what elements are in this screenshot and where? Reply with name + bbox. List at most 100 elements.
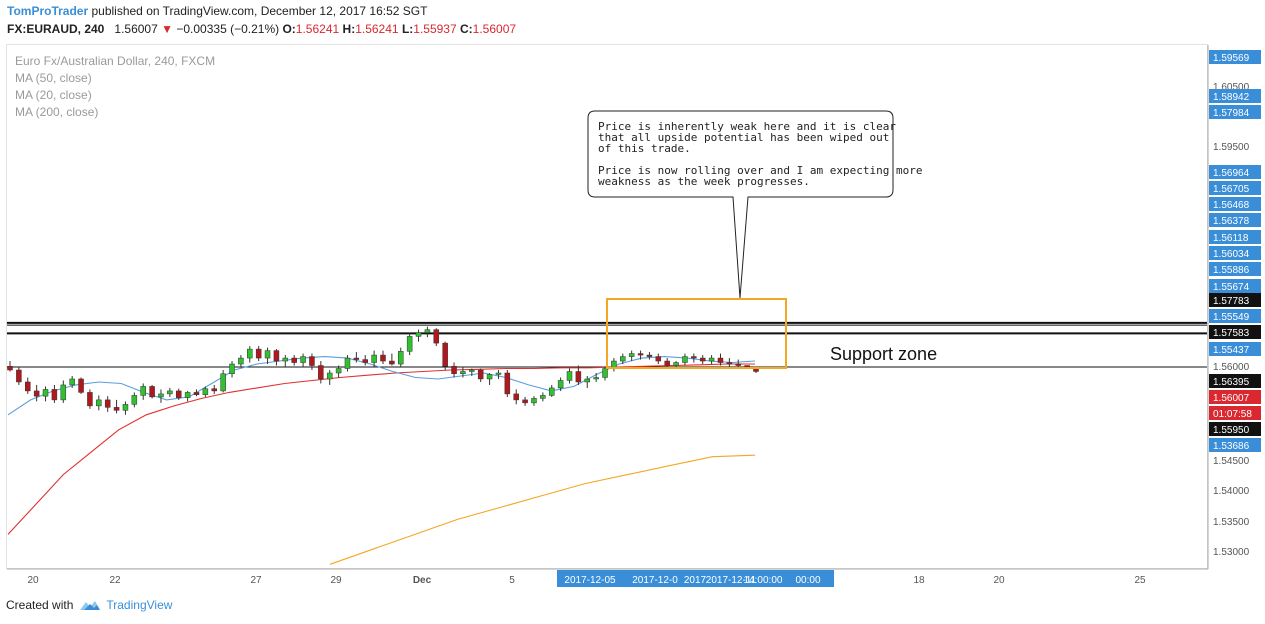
ma20-line — [7, 356, 756, 416]
price-tick-label: 1.59569 — [1213, 53, 1250, 64]
callout-text-line: weakness as the week progresses. — [598, 175, 810, 188]
candle-body — [113, 407, 120, 411]
candle-body — [202, 388, 209, 395]
candle — [122, 401, 129, 415]
candle — [406, 332, 413, 356]
time-tick-label: 25 — [1134, 575, 1146, 586]
candle-body — [51, 389, 58, 401]
tradingview-logo-icon — [80, 601, 101, 610]
candle — [282, 355, 289, 368]
candle — [371, 350, 377, 368]
author-link[interactable]: TomProTrader — [7, 4, 89, 18]
candle-body — [60, 384, 67, 401]
legend-ma20: MA (20, close) — [15, 88, 92, 102]
candle-body — [699, 357, 706, 362]
candle — [486, 372, 493, 385]
tradingview-link[interactable]: TradingView — [79, 598, 172, 612]
candle-body — [220, 373, 226, 392]
candle-body — [584, 378, 591, 383]
callout-text-line: Price is now rolling over and I am expec… — [598, 164, 923, 177]
callout-text-line: Price is inherently weak here and it is … — [598, 120, 896, 133]
callout-text-line: that all upside potential has been wiped… — [598, 131, 889, 144]
candle — [513, 389, 519, 405]
candle — [557, 377, 564, 391]
candle-body — [735, 363, 741, 366]
candle-body — [628, 353, 635, 357]
close-value: 1.56007 — [472, 22, 517, 36]
candle-body — [548, 387, 555, 396]
price-tick-label: 1.55549 — [1213, 312, 1250, 323]
candle-body — [264, 350, 271, 359]
candle-body — [335, 368, 342, 374]
candle — [175, 388, 182, 400]
candle — [699, 355, 706, 365]
candle-body — [140, 386, 146, 396]
candle — [655, 353, 662, 365]
time-tick-label: 20 — [993, 575, 1005, 586]
candle-body — [255, 348, 262, 359]
price-label-box — [1209, 422, 1261, 436]
price-label-box — [1209, 406, 1261, 420]
candle-body — [469, 369, 475, 372]
candle-body — [726, 362, 733, 365]
price-label-box — [1209, 50, 1261, 64]
candle — [335, 365, 342, 378]
time-tick-label: 20 — [27, 575, 39, 586]
candle — [522, 396, 528, 406]
price-label-box — [1209, 230, 1261, 244]
price-label-box — [1209, 342, 1261, 356]
time-range-highlight — [557, 570, 834, 587]
candle — [602, 366, 608, 381]
candle — [247, 346, 253, 363]
candle — [717, 353, 724, 366]
candle-body — [389, 360, 395, 365]
candle-body — [380, 354, 386, 362]
candle — [184, 390, 191, 402]
candle-body — [96, 399, 102, 407]
candle-body — [664, 360, 670, 366]
time-tick-label: 27 — [250, 575, 262, 586]
price-label-box — [1209, 309, 1261, 323]
publish-line: TomProTrader published on TradingView.co… — [7, 4, 427, 18]
candle — [726, 358, 733, 368]
candle-body — [184, 392, 191, 398]
ma50-line — [7, 363, 755, 535]
candle-body — [158, 393, 164, 398]
price-tick-label: 1.56034 — [1213, 249, 1250, 260]
candle-body — [451, 366, 457, 374]
candle-body — [69, 378, 75, 386]
candle — [96, 395, 102, 411]
price-tick-label: 1.56964 — [1213, 168, 1250, 179]
candle-body — [406, 336, 413, 352]
candle-body — [691, 356, 697, 359]
candle-body — [273, 350, 280, 362]
candle-body — [42, 389, 49, 397]
candle — [380, 350, 386, 365]
candle — [664, 358, 670, 369]
ma200-line — [329, 454, 756, 565]
candle — [735, 359, 741, 368]
candle — [611, 358, 617, 372]
price-tick-label: 1.57783 — [1213, 296, 1250, 307]
candle-body — [211, 388, 218, 392]
candle-body — [637, 353, 644, 356]
candle-body — [593, 377, 599, 380]
time-tick-label: 14:00:00 — [744, 575, 783, 586]
price-chart[interactable]: Price is inherently weak here and it is … — [0, 0, 1265, 595]
candle — [531, 396, 537, 406]
price-tick-label: 1.53686 — [1213, 441, 1250, 452]
price-label-box — [1209, 105, 1261, 119]
price-label-box — [1209, 438, 1261, 452]
low-label: L: — [401, 22, 414, 36]
low-value: 1.55937 — [413, 22, 457, 36]
candle-body — [655, 356, 662, 362]
candle — [433, 328, 440, 347]
candle-body — [149, 386, 155, 398]
candle — [593, 372, 599, 382]
candle — [469, 368, 475, 376]
change-value: −0.00335 (−0.21%) — [176, 22, 280, 36]
candle — [398, 347, 404, 368]
price-tick-label: 1.56378 — [1213, 216, 1250, 227]
price-tick-label: 1.59500 — [1213, 142, 1250, 153]
candle-body — [602, 368, 608, 378]
